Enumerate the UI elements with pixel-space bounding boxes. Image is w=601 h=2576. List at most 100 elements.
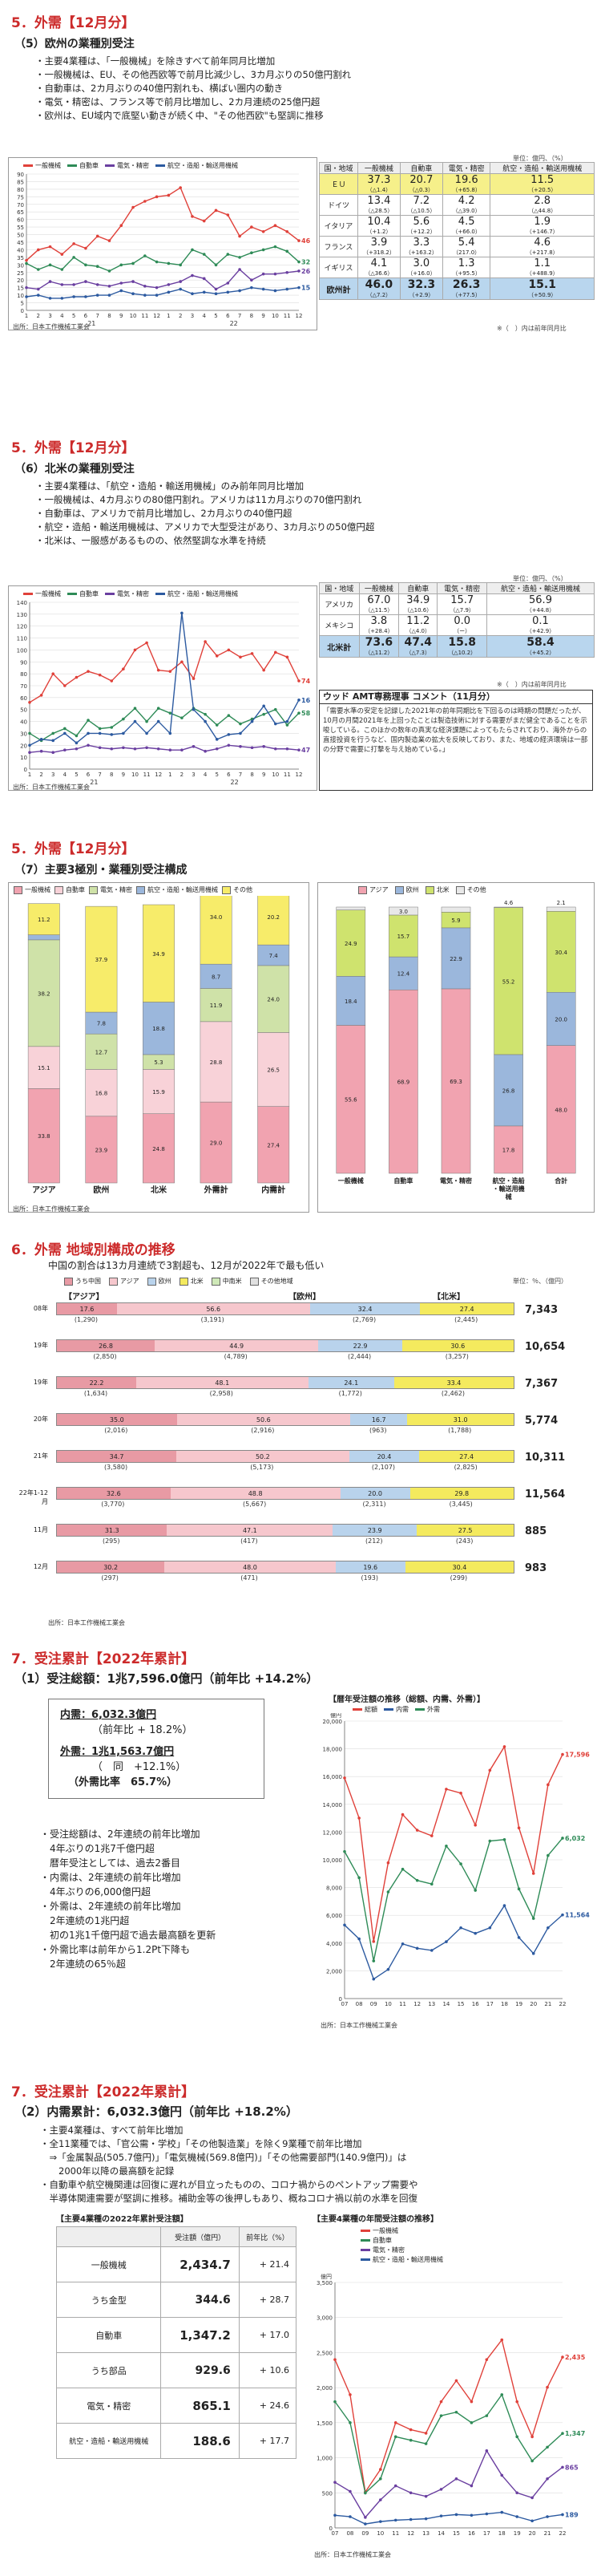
- data-point: [202, 253, 206, 256]
- section-title: 5．外需【12月分】: [11, 440, 135, 456]
- data-point: [95, 283, 99, 286]
- table-cell: + 17.0: [238, 2317, 297, 2353]
- y-tick-label: 25: [17, 270, 24, 277]
- series-line: [29, 744, 300, 753]
- data-point: [500, 2338, 504, 2342]
- region-share-segment: 22.2: [57, 1377, 136, 1388]
- series-line: [29, 640, 300, 703]
- data-point: [63, 684, 67, 687]
- segment-value-label: 48.0: [555, 1107, 567, 1113]
- data-point: [502, 1837, 506, 1841]
- table-title: 【主要4業種の2022年累計受注額】: [56, 2215, 188, 2224]
- x-tick-label: 9: [122, 772, 125, 778]
- data-point: [180, 716, 184, 719]
- row-amounts: (1,634) (2,958) (1,772) (2,462): [56, 1390, 513, 1397]
- data-point: [250, 652, 254, 655]
- data-point: [51, 672, 55, 675]
- data-point: [349, 2515, 352, 2518]
- data-point: [72, 283, 75, 286]
- y-tick-label: 50: [20, 707, 27, 714]
- end-value-label: 1,347: [565, 2430, 585, 2437]
- amount-label: (2,825): [454, 1464, 478, 1471]
- data-point: [239, 744, 242, 748]
- x-tick-label: 4: [204, 772, 208, 778]
- chart-legend: うち中国 アジア 欧州 北米 中南米 その他地域: [64, 1277, 293, 1286]
- bullet: ・外需は、2年連続の前年比増加: [40, 1901, 181, 1912]
- amount-label: (1,290): [74, 1316, 98, 1323]
- data-point: [84, 295, 87, 298]
- table-cell: 4.5 （+66.0）: [442, 215, 491, 237]
- data-point: [470, 2484, 474, 2488]
- data-point: [285, 270, 289, 274]
- segment-value-label: 26.8: [502, 1088, 515, 1094]
- x-tick-label: 10: [131, 772, 139, 778]
- data-point: [84, 280, 87, 283]
- table-cell: 5.6 （+12.2）: [399, 215, 443, 237]
- x-tick-label: 17: [486, 2001, 494, 2007]
- bullet: ・主要4業種は、すべて前年比増加: [40, 2124, 184, 2136]
- data-point: [191, 273, 194, 277]
- domestic-table: 受注額（億円） 前年比（%） 一般機械 2,434.7 + 21.4 うち金型 344.6 +…: [55, 2226, 297, 2459]
- bullet: ・受注総額は、2年連続の前年比増加: [40, 1829, 200, 1840]
- data-point: [63, 748, 67, 752]
- data-point: [226, 281, 230, 285]
- x-tick-label: 07: [332, 2530, 339, 2537]
- y-tick-label: 16,000: [323, 1774, 343, 1780]
- stacked-bar-segment: [336, 909, 366, 977]
- row-amounts: (2,016) (2,916) (963) (1,788): [56, 1427, 513, 1434]
- table-cell: 73.6 （△11.2）: [358, 635, 400, 658]
- top-value-label: 4.6: [504, 900, 514, 906]
- data-point: [122, 667, 125, 670]
- y-tick-label: 2,000: [326, 1968, 342, 1975]
- data-point: [119, 281, 123, 285]
- data-point: [75, 747, 79, 751]
- data-point: [95, 294, 99, 297]
- table-cell: 56.9 （+44.8）: [486, 593, 595, 615]
- x-tick-label: 20: [529, 2530, 536, 2537]
- stacked-bar-segment: [441, 927, 471, 990]
- y-tick-label: 0: [329, 2525, 333, 2532]
- data-point: [168, 711, 172, 715]
- data-point: [530, 2435, 534, 2439]
- row-label: イタリア: [319, 215, 358, 237]
- data-point: [530, 2459, 534, 2463]
- data-point: [530, 2519, 534, 2523]
- data-point: [239, 722, 242, 726]
- row-label: ＥＵ: [319, 173, 358, 195]
- data-point: [372, 1959, 376, 1962]
- data-point: [48, 245, 52, 249]
- data-point: [485, 2449, 489, 2452]
- row-label: ドイツ: [319, 194, 358, 216]
- data-point: [168, 748, 172, 752]
- y-tick-label: 130: [17, 612, 27, 618]
- y-tick-label: 50: [17, 233, 24, 239]
- region-share-segment: 20.4: [349, 1451, 420, 1462]
- segment-value-label: 12.4: [397, 971, 410, 978]
- data-point: [156, 668, 160, 672]
- line-chart-domestic-industries: 0 500 1,000 1,500 2,000 2,500 3,000 3,500 07 08 09…: [317, 2273, 586, 2537]
- data-point: [25, 286, 28, 290]
- table-cell: 10.4 （+1.2）: [357, 215, 401, 237]
- x-tick-label: 7: [239, 772, 242, 778]
- source-note: 出所：日本工作機械工業会: [13, 1205, 90, 1213]
- x-tick-label: 4: [60, 313, 64, 319]
- chart-card: 一般機械 自動車 電気・精密 航空・造船・輸送用機械 0 10 20 30 40 50 60…: [8, 585, 317, 791]
- data-point: [401, 1942, 405, 1946]
- data-point: [155, 286, 159, 290]
- x-tick-label: 12: [413, 2001, 421, 2007]
- stacked-bar-segment: [494, 1125, 523, 1174]
- data-point: [515, 2400, 518, 2404]
- bullet-list: ・主要4業種は、「航空・造船・輸送用機械」のみ前年同月比増加 ・一般機械は、4カ…: [35, 480, 374, 548]
- region-share-segment: 26.8: [57, 1340, 155, 1351]
- y-tick-label: 12,000: [323, 1829, 343, 1836]
- y-tick-label: 10: [17, 293, 24, 299]
- y-tick-label: 30: [20, 731, 27, 737]
- y-tick-label: 40: [20, 719, 27, 726]
- x-tick-label: 1: [168, 772, 171, 778]
- data-point: [179, 186, 182, 189]
- section-title: 6．外需 地域別構成の推移: [11, 1242, 175, 1258]
- stacked-bar-segment: [546, 906, 576, 912]
- x-tick-label: 3: [191, 313, 194, 319]
- data-point: [156, 747, 160, 751]
- data-point: [470, 2513, 474, 2517]
